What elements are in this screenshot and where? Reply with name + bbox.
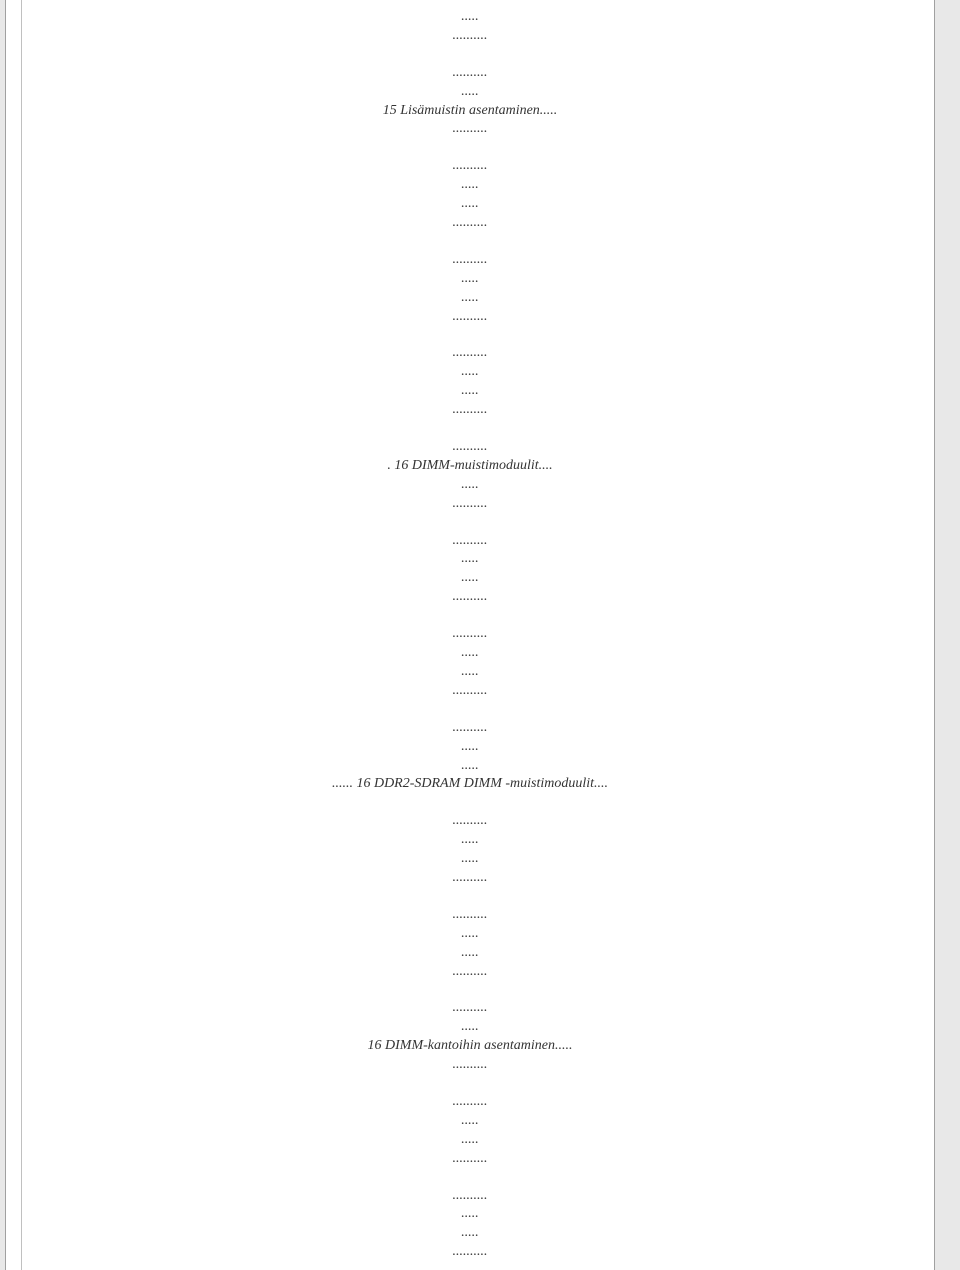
dot-leader: .......... [6,532,934,551]
dot-leader: ..... [6,663,934,682]
dot-leader: ..... [6,925,934,944]
toc-content: ..............................15 Lisämui… [6,8,934,1262]
dot-leader: .......... [6,588,934,607]
dot-leader: .......... [6,120,934,139]
dot-leader: ..... [6,944,934,963]
blank-line [6,514,934,532]
dot-leader: ..... [6,1224,934,1243]
dot-leader: .......... [6,812,934,831]
dot-leader: .......... [6,1243,934,1262]
dot-leader: ..... [6,83,934,102]
blank-line [6,1169,934,1187]
dot-leader: ..... [6,8,934,27]
dot-leader: ..... [6,195,934,214]
dot-leader: ..... [6,270,934,289]
dot-leader: .......... [6,308,934,327]
toc-entry: ...... 16 DDR2-SDRAM DIMM -muistimoduuli… [6,775,934,794]
dot-leader: .......... [6,344,934,363]
dot-leader: ..... [6,1131,934,1150]
dot-leader: ..... [6,1112,934,1131]
toc-entry: 16 DIMM-kantoihin asentaminen..... [6,1037,934,1056]
toc-entry: . 16 DIMM-muistimoduulit.... [6,457,934,476]
blank-line [6,607,934,625]
blank-line [6,701,934,719]
dot-leader: .......... [6,1056,934,1075]
blank-line [6,233,934,251]
dot-leader: ..... [6,1018,934,1037]
dot-leader: .......... [6,401,934,420]
dot-leader: .......... [6,625,934,644]
dot-leader: .......... [6,495,934,514]
blank-line [6,46,934,64]
dot-leader: ..... [6,1205,934,1224]
blank-line [6,420,934,438]
blank-line [6,326,934,344]
document-page: ..............................15 Lisämui… [5,0,935,1270]
dot-leader: .......... [6,214,934,233]
dot-leader: ..... [6,176,934,195]
dot-leader: .......... [6,906,934,925]
blank-line [6,794,934,812]
dot-leader: ..... [6,289,934,308]
dot-leader: ..... [6,569,934,588]
dot-leader: ..... [6,850,934,869]
dot-leader: .......... [6,157,934,176]
dot-leader: .......... [6,869,934,888]
dot-leader: ..... [6,476,934,495]
dot-leader: ..... [6,831,934,850]
dot-leader: .......... [6,1093,934,1112]
dot-leader: .......... [6,64,934,83]
blank-line [6,139,934,157]
dot-leader: .......... [6,682,934,701]
dot-leader: ..... [6,382,934,401]
dot-leader: ..... [6,644,934,663]
blank-line [6,888,934,906]
dot-leader: ..... [6,757,934,776]
dot-leader: .......... [6,438,934,457]
dot-leader: .......... [6,999,934,1018]
dot-leader: ..... [6,550,934,569]
toc-entry: 15 Lisämuistin asentaminen..... [6,102,934,121]
dot-leader: .......... [6,27,934,46]
blank-line [6,1075,934,1093]
dot-leader: .......... [6,1150,934,1169]
dot-leader: ..... [6,363,934,382]
dot-leader: ..... [6,738,934,757]
dot-leader: .......... [6,963,934,982]
dot-leader: .......... [6,251,934,270]
inner-border [21,0,22,1270]
dot-leader: .......... [6,719,934,738]
blank-line [6,981,934,999]
dot-leader: .......... [6,1187,934,1206]
